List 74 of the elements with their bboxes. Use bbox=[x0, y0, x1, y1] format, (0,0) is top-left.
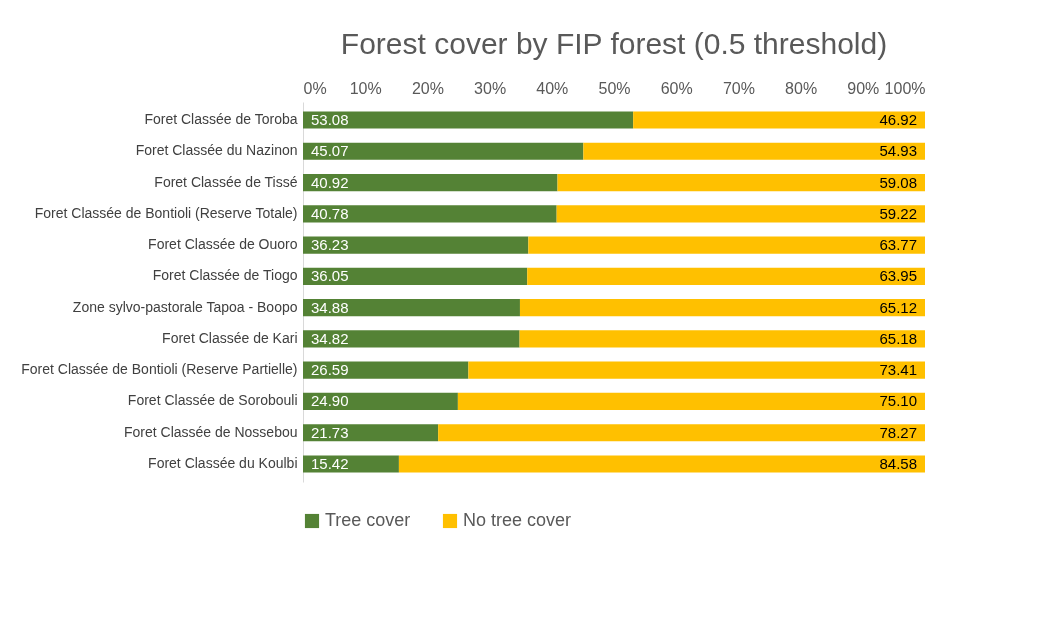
bar bbox=[633, 111, 925, 129]
x-tick-label: 100% bbox=[884, 79, 926, 97]
y-tick-label: Foret Classée du Nazinon bbox=[135, 142, 298, 159]
y-tick-label: Foret Classée du Koulbi bbox=[148, 455, 298, 472]
data-label: 45.07 bbox=[311, 142, 349, 160]
data-label: 78.27 bbox=[879, 423, 917, 441]
bar bbox=[303, 424, 439, 442]
bar bbox=[527, 267, 925, 285]
bar bbox=[303, 236, 529, 254]
data-label: 65.12 bbox=[879, 298, 917, 316]
data-label: 15.42 bbox=[311, 455, 349, 473]
data-label: 59.22 bbox=[879, 204, 917, 222]
x-tick-label: 80% bbox=[785, 79, 818, 97]
y-tick-label: Zone sylvo-pastorale Tapoa - Boopo bbox=[72, 298, 298, 315]
data-label: 63.77 bbox=[879, 236, 917, 254]
x-tick-label: 70% bbox=[722, 79, 755, 97]
bar bbox=[556, 205, 925, 223]
y-tick-label: Foret Classée de Bontioli (Reserve Partielle) bbox=[21, 361, 298, 378]
data-label: 54.93 bbox=[879, 142, 917, 160]
data-label: 26.59 bbox=[311, 361, 349, 379]
y-tick-label: Foret Classée de Sorobouli bbox=[127, 392, 298, 409]
data-label: 46.92 bbox=[879, 110, 917, 128]
bar bbox=[438, 424, 925, 442]
data-label: 36.05 bbox=[311, 267, 349, 285]
bar bbox=[303, 392, 458, 411]
x-tick-label: 90% bbox=[847, 79, 880, 97]
data-label: 34.88 bbox=[311, 298, 349, 316]
data-label: 63.95 bbox=[879, 267, 917, 285]
data-label: 59.08 bbox=[879, 173, 917, 191]
chart-title: Forest cover by FIP forest (0.5 threshold) bbox=[340, 27, 888, 60]
bar bbox=[303, 111, 634, 129]
data-label: 34.82 bbox=[311, 329, 349, 347]
x-tick-label: 50% bbox=[598, 79, 631, 97]
x-tick-label: 10% bbox=[349, 79, 382, 97]
x-tick-label: 60% bbox=[660, 79, 693, 97]
legend-label: No tree cover bbox=[463, 510, 572, 530]
x-tick-label: 0% bbox=[303, 79, 327, 97]
bar bbox=[303, 173, 558, 192]
bar bbox=[303, 330, 520, 348]
data-label: 65.18 bbox=[879, 329, 917, 347]
bar bbox=[303, 455, 399, 473]
data-label: 73.41 bbox=[879, 361, 917, 379]
data-label: 36.23 bbox=[311, 236, 349, 254]
y-tick-label: Foret Classée de Tissé bbox=[154, 173, 298, 190]
bar bbox=[303, 361, 469, 379]
bar bbox=[557, 173, 925, 192]
data-label: 75.10 bbox=[879, 392, 917, 410]
legend-label: Tree cover bbox=[325, 510, 411, 530]
data-label: 84.58 bbox=[879, 455, 917, 473]
bar bbox=[303, 142, 584, 160]
y-tick-label: Foret Classée de Kari bbox=[162, 329, 298, 346]
y-tick-label: Foret Classée de Nossebou bbox=[123, 423, 298, 440]
x-tick-label: 40% bbox=[536, 79, 569, 97]
x-tick-label: 30% bbox=[474, 79, 507, 97]
data-label: 53.08 bbox=[311, 110, 349, 128]
y-tick-label: Foret Classée de Tiogo bbox=[152, 267, 298, 284]
x-tick-label: 20% bbox=[411, 79, 444, 97]
data-label: 24.90 bbox=[311, 392, 349, 410]
bar bbox=[519, 330, 925, 348]
bar bbox=[519, 299, 925, 317]
bar bbox=[303, 267, 528, 285]
data-label: 21.73 bbox=[311, 423, 349, 441]
data-label: 40.78 bbox=[311, 204, 349, 222]
y-tick-label: Foret Classée de Ouoro bbox=[148, 236, 298, 253]
bar bbox=[468, 361, 925, 379]
y-tick-label: Foret Classée de Toroba bbox=[144, 110, 298, 127]
bar bbox=[457, 392, 925, 411]
y-tick-label: Foret Classée de Bontioli (Reserve Totale) bbox=[34, 204, 298, 221]
bar bbox=[528, 236, 925, 254]
data-label: 40.92 bbox=[311, 173, 349, 191]
bar bbox=[303, 299, 520, 317]
bar bbox=[303, 205, 557, 223]
bar bbox=[398, 455, 925, 473]
bar bbox=[583, 142, 925, 160]
